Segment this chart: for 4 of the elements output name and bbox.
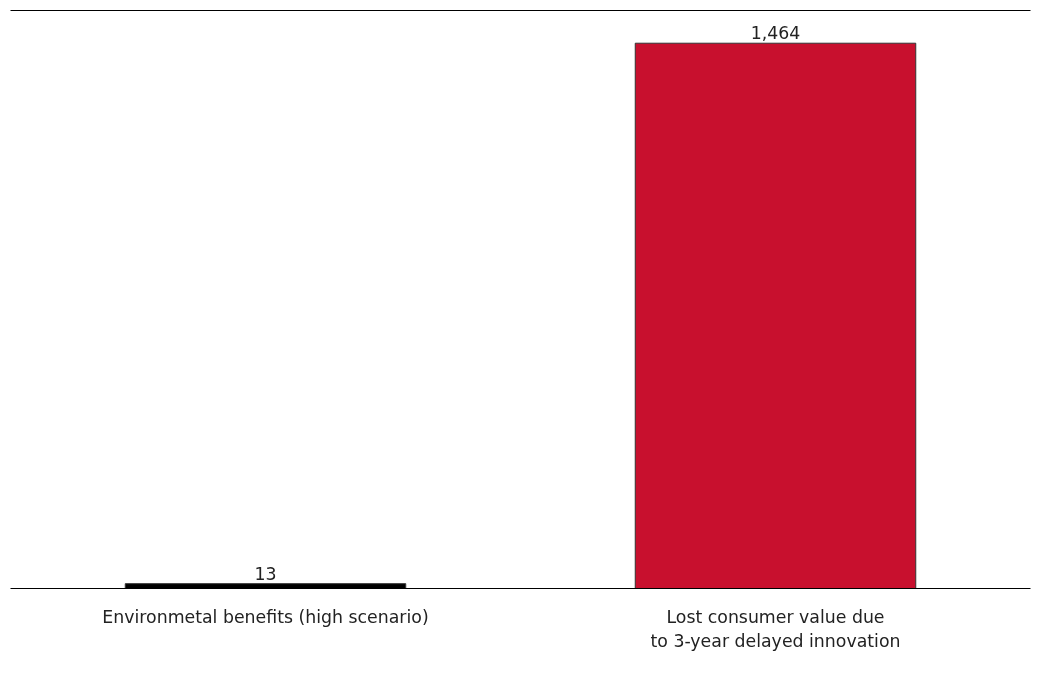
x-tick-label: Environmetal benefits (high scenario) (102, 606, 429, 627)
data-label: 13 (254, 563, 277, 584)
x-tick-label: Lost consumer value due to 3-year delayed innovation (650, 606, 901, 651)
data-label: 1,464 (750, 23, 801, 44)
